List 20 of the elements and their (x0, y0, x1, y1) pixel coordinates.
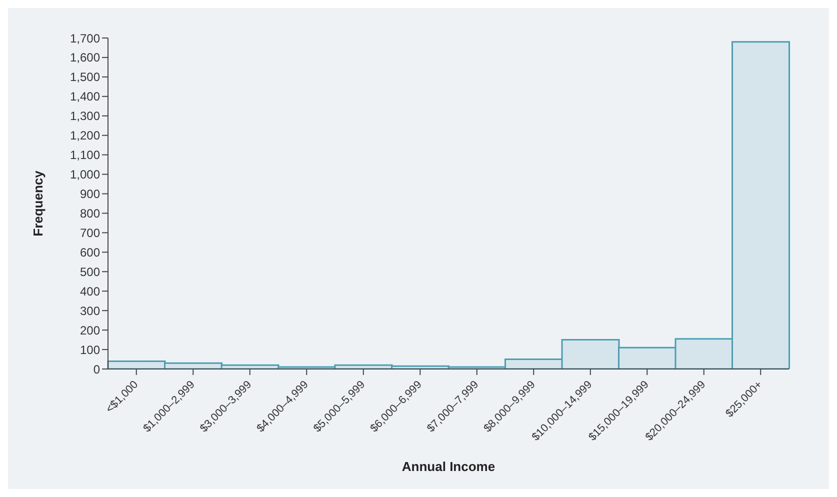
y-tick-label: 200 (80, 323, 100, 338)
y-tick-label: 1,000 (70, 168, 100, 182)
y-tick-label: 1,700 (70, 31, 100, 46)
y-tick-label: 1,200 (70, 128, 100, 143)
y-tick-label: 700 (80, 226, 100, 240)
y-tick-label: 300 (80, 304, 100, 318)
y-tick-label: 1,500 (70, 70, 100, 84)
y-tick-label: 1,400 (70, 90, 100, 104)
y-tick-label: 600 (80, 245, 100, 260)
y-tick-label: 1,600 (70, 50, 100, 65)
y-tick-label: 800 (80, 206, 100, 220)
y-tick-label: 400 (80, 284, 100, 298)
y-tick-label: 0 (93, 362, 100, 376)
x-axis-title: Annual Income (402, 459, 496, 474)
y-tick-label: 1,100 (70, 148, 100, 162)
y-tick-label: 500 (80, 264, 100, 279)
y-tick-label: 1,300 (70, 109, 100, 124)
y-tick-label: 100 (80, 342, 100, 357)
y-tick-label: 900 (80, 187, 100, 202)
y-axis-title: Frequency (30, 170, 46, 236)
